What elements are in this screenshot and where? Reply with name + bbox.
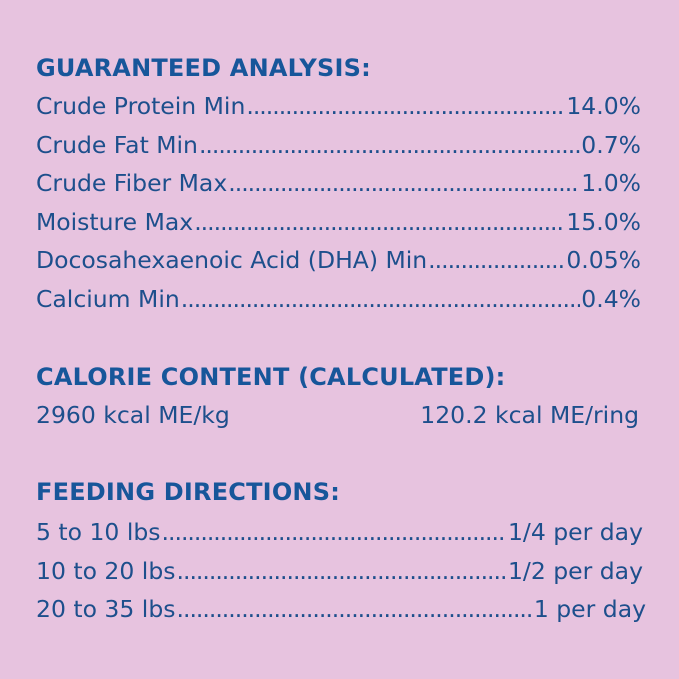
row-label: 5 to 10 lbs xyxy=(36,518,161,546)
row-label: Calcium Min xyxy=(36,285,180,313)
row-label: Docosahexaenoic Acid (DHA) Min xyxy=(36,246,428,274)
row-label: Crude Fat Min xyxy=(36,131,198,159)
dot-leader xyxy=(199,129,580,161)
row-value: 1/4 per day xyxy=(507,518,643,546)
row-value: 15.0% xyxy=(566,208,641,236)
row-value: 14.0% xyxy=(566,92,641,120)
row-label: Crude Protein Min xyxy=(36,92,246,120)
dot-leader xyxy=(194,206,565,238)
row-value: 1 per day xyxy=(533,595,646,623)
analysis-row: Calcium Min 0.4% xyxy=(36,283,641,315)
row-value: 1.0% xyxy=(581,169,641,197)
row-label: Moisture Max xyxy=(36,208,194,236)
dot-leader xyxy=(428,244,565,276)
feeding-row: 10 to 20 lbs 1/2 per day xyxy=(36,555,643,587)
dot-leader xyxy=(181,283,581,315)
analysis-row: Crude Fat Min 0.7% xyxy=(36,129,641,161)
analysis-row: Crude Protein Min 14.0% xyxy=(36,90,641,122)
feeding-directions-heading: FEEDING DIRECTIONS: xyxy=(36,478,340,506)
feeding-row: 20 to 35 lbs 1 per day xyxy=(36,593,646,625)
dot-leader xyxy=(228,167,580,199)
feeding-row: 5 to 10 lbs 1/4 per day xyxy=(36,516,643,548)
row-label: Crude Fiber Max xyxy=(36,169,228,197)
dot-leader xyxy=(246,90,565,122)
calorie-content-heading: CALORIE CONTENT (CALCULATED): xyxy=(36,363,506,391)
calorie-row: 2960 kcal ME/kg 120.2 kcal ME/ring xyxy=(36,399,639,431)
analysis-row: Docosahexaenoic Acid (DHA) Min 0.05% xyxy=(36,244,641,276)
row-value: 0.05% xyxy=(566,246,641,274)
row-value: 0.7% xyxy=(581,131,641,159)
dot-leader xyxy=(162,516,507,548)
analysis-row: Crude Fiber Max 1.0% xyxy=(36,167,641,199)
row-value: 0.4% xyxy=(581,285,641,313)
row-label: 20 to 35 lbs xyxy=(36,595,176,623)
dot-leader xyxy=(177,593,533,625)
calories-per-kg: 2960 kcal ME/kg xyxy=(36,401,230,429)
guaranteed-analysis-heading: GUARANTEED ANALYSIS: xyxy=(36,54,371,82)
row-value: 1/2 per day xyxy=(507,557,643,585)
analysis-row: Moisture Max 15.0% xyxy=(36,206,641,238)
row-label: 10 to 20 lbs xyxy=(36,557,176,585)
calories-per-ring: 120.2 kcal ME/ring xyxy=(420,401,639,429)
dot-leader xyxy=(177,555,507,587)
